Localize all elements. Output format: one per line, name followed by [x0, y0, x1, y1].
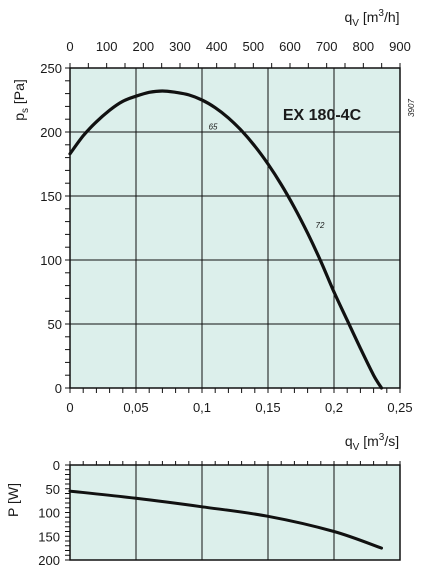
top-tick-label: 400	[206, 39, 228, 54]
top-tick-label: 600	[279, 39, 301, 54]
x-tick-label: 0,2	[325, 400, 343, 415]
pressure-curve	[68, 89, 384, 390]
top-tick-label: 100	[96, 39, 118, 54]
top-tick-label: 300	[169, 39, 191, 54]
chart-title: EX 180-4C	[283, 107, 362, 124]
curve-annotation: 72	[316, 221, 325, 230]
x-tick-label: 0,1	[193, 400, 211, 415]
pressure-y-tick-labels: 0 50 100 150 200 250	[40, 61, 62, 396]
top-axis-tick-labels: 0 100 200 300 400 500 600 700 800 900	[66, 39, 410, 54]
power-y-tick-label: 50	[46, 482, 60, 497]
power-y-tick-label: 150	[38, 529, 60, 544]
top-tick-label: 700	[316, 39, 338, 54]
y-tick-label: 50	[48, 317, 62, 332]
top-tick-label: 0	[66, 39, 73, 54]
chart-code: 3907	[407, 99, 416, 117]
power-y-axis-label: P [W]	[5, 483, 21, 517]
power-minor-ticks	[65, 461, 401, 561]
x-tick-label: 0,05	[123, 400, 148, 415]
power-y-tick-label: 0	[53, 458, 60, 473]
power-chart: 0 50 100 150 200 P [W]	[5, 458, 401, 568]
pressure-minor-ticks	[65, 63, 401, 393]
pressure-plot-area	[69, 67, 401, 389]
pressure-y-axis-label: ps [Pa]	[11, 79, 31, 121]
power-y-tick-label: 200	[38, 553, 60, 568]
top-tick-label: 200	[132, 39, 154, 54]
top-tick-label: 500	[242, 39, 264, 54]
curve-annotation: 65	[209, 122, 218, 131]
power-y-tick-labels: 0 50 100 150 200	[38, 458, 60, 568]
y-tick-label: 100	[40, 253, 62, 268]
x-tick-label: 0	[66, 400, 73, 415]
pressure-grid	[69, 67, 401, 389]
x-tick-label: 0,25	[387, 400, 412, 415]
x-tick-label: 0,15	[255, 400, 280, 415]
top-axis-label: qV [m3/h]	[344, 8, 399, 29]
pressure-annotations: 65 72	[209, 122, 325, 230]
y-tick-label: 250	[40, 61, 62, 76]
x-axis-label: qV [m3/s]	[345, 432, 399, 453]
top-tick-label: 800	[352, 39, 374, 54]
power-grid	[69, 465, 401, 560]
pressure-x-tick-labels: 0 0,05 0,1 0,15 0,2 0,25	[66, 400, 412, 415]
y-tick-label: 200	[40, 125, 62, 140]
y-tick-label: 150	[40, 189, 62, 204]
power-y-tick-label: 100	[38, 506, 60, 521]
power-curve	[68, 489, 383, 550]
top-tick-label: 900	[389, 39, 411, 54]
pressure-chart: 0 0,05 0,1 0,15 0,2 0,25 0 50 100 150 200 250 0 100…	[11, 8, 416, 453]
y-tick-label: 0	[55, 381, 62, 396]
